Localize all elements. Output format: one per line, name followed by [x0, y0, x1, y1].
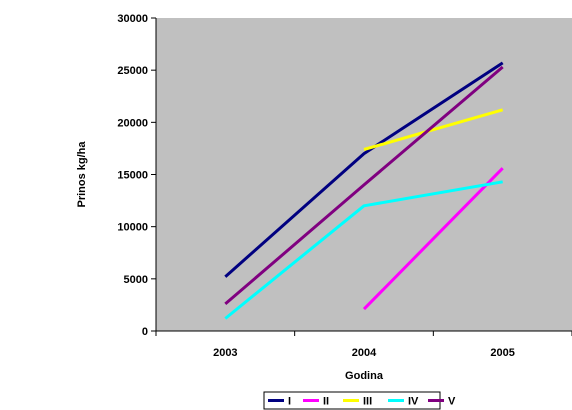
- y-tick-label: 30000: [117, 13, 148, 25]
- legend-label-1: I: [288, 396, 291, 408]
- series-line-1: [224, 61, 504, 278]
- series-line-2: [362, 167, 504, 311]
- legend-label-2: II: [323, 396, 329, 408]
- y-tick-label: 25000: [117, 65, 148, 77]
- x-axis-title: Godina: [345, 370, 384, 382]
- y-tick-label: 10000: [117, 222, 148, 234]
- x-tick-label: 2003: [213, 347, 237, 359]
- series-line-4: [224, 180, 503, 320]
- y-tick-label: 0: [142, 326, 148, 338]
- y-tick-label: 20000: [117, 117, 148, 129]
- y-tick-label: 15000: [117, 170, 148, 182]
- x-tick-labels: 2003 2004 2005: [213, 347, 515, 359]
- y-tick-labels: 0 5000 10000 15000 20000 25000 30000: [117, 13, 148, 338]
- series-line-3: [363, 108, 504, 151]
- legend-label-3: III: [363, 396, 372, 408]
- axes-layer: [151, 17, 572, 336]
- legend-label-4: IV: [408, 396, 419, 408]
- x-tick-label: 2004: [352, 347, 377, 359]
- plot-area: [156, 18, 572, 331]
- series-line-5: [224, 65, 504, 306]
- y-tick-label: 5000: [124, 274, 148, 286]
- x-tick-label: 2005: [490, 347, 514, 359]
- legend: I II III IV V: [263, 391, 456, 410]
- legend-label-5: V: [448, 396, 456, 408]
- series-layer: [224, 61, 504, 320]
- y-axis-title: Prinos kg/ha: [76, 141, 88, 208]
